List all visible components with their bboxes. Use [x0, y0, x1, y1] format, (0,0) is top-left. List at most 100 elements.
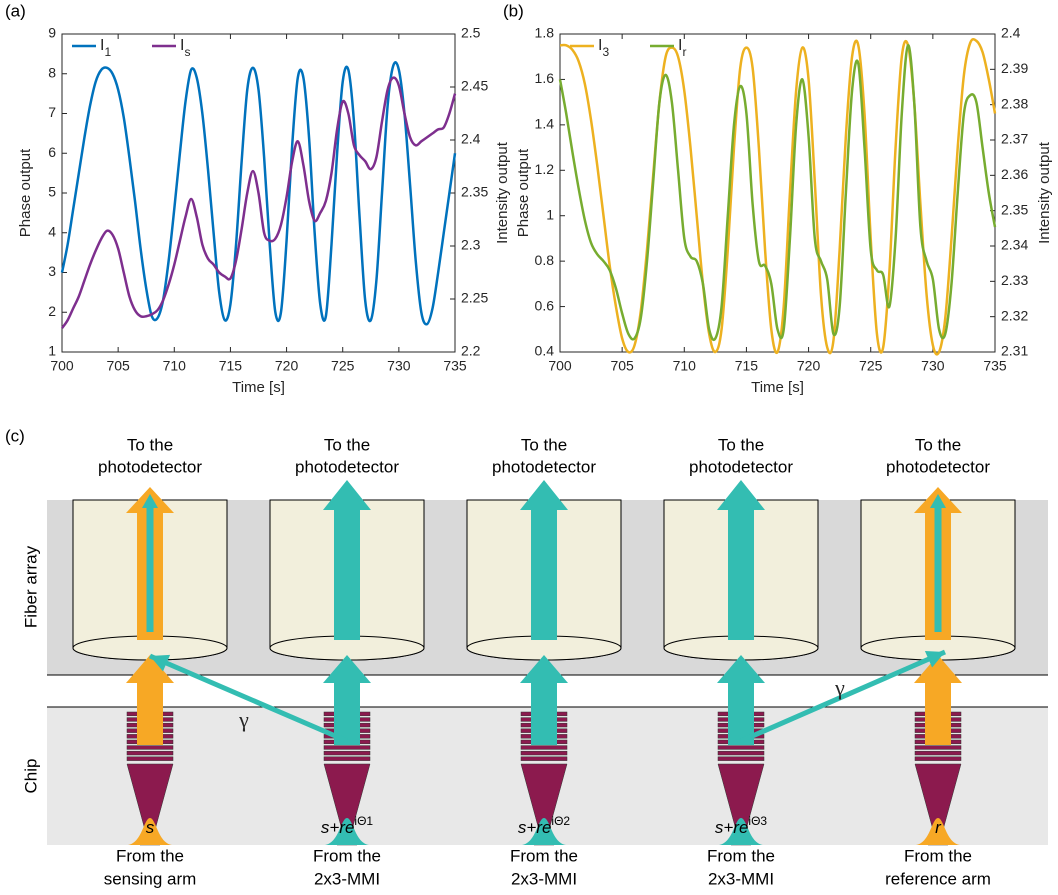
output-label: photodetector [492, 457, 596, 476]
y2-tick-label: 2.5 [461, 25, 481, 41]
y-tick-label: 1.6 [535, 70, 555, 86]
y2-tick-label: 2.25 [461, 290, 488, 306]
grating-tooth [126, 756, 174, 761]
output-label: To the [521, 435, 567, 454]
y2-tick-label: 2.4 [461, 131, 481, 147]
output-label: To the [915, 435, 961, 454]
legend-label: I1 [100, 37, 111, 59]
x-tick-label: 700 [548, 358, 572, 374]
panel-label: (c) [5, 426, 25, 445]
x-tick-label: 735 [443, 358, 467, 374]
y2-tick-label: 2.37 [1001, 131, 1028, 147]
y2-tick-label: 2.35 [1001, 201, 1028, 217]
y-tick-label: 7 [48, 104, 56, 120]
mode-profile [128, 818, 172, 845]
x-tick-label: 730 [921, 358, 945, 374]
x-tick-label: 705 [610, 358, 634, 374]
grating-tooth [717, 745, 765, 750]
grating-tooth [914, 756, 962, 761]
crosstalk-arrow [740, 649, 946, 744]
gamma-label: γ [238, 707, 249, 732]
panel-label: (a) [5, 1, 26, 20]
output-label: photodetector [689, 457, 793, 476]
panel-label: (b) [503, 1, 524, 20]
input-signal-label: s+reiΘ2 [518, 814, 571, 837]
y2-tick-label: 2.3 [461, 237, 481, 253]
x-tick-label: 720 [797, 358, 821, 374]
grating-tooth [126, 750, 174, 756]
y2-tick-label: 2.34 [1001, 237, 1028, 253]
y2-tick-label: 2.32 [1001, 307, 1028, 323]
crosstalk-arrow [149, 653, 348, 744]
y-tick-label: 3 [48, 263, 56, 279]
x-tick-label: 720 [275, 358, 299, 374]
y-tick-label: 1.4 [535, 116, 555, 132]
output-label: photodetector [295, 457, 399, 476]
output-arrow [142, 494, 158, 632]
input-source-label: From the [116, 846, 184, 865]
y-tick-label: 0.4 [535, 343, 555, 359]
y2-tick-label: 2.4 [1001, 25, 1021, 41]
input-source-label: From the [707, 846, 775, 865]
grating-tooth [520, 750, 568, 756]
grating-tooth [914, 750, 962, 756]
y-tick-label: 2 [48, 303, 56, 319]
x-tick-label: 730 [387, 358, 411, 374]
input-signal-label: s+reiΘ3 [715, 814, 768, 837]
coupling-arrow [914, 655, 962, 745]
crosstalk-arrowhead [150, 654, 171, 672]
x-tick-label: 715 [219, 358, 243, 374]
input-signal-phase: iΘ1 [354, 814, 373, 828]
y-tick-label: 1.8 [535, 25, 555, 41]
input-signal-label: r [935, 818, 942, 837]
input-source-label: 2x3-MMI [314, 869, 380, 888]
mode-profile [719, 818, 763, 845]
x-tick-label: 705 [106, 358, 130, 374]
y-tick-label: 8 [48, 64, 56, 80]
input-source-label: From the [904, 846, 972, 865]
output-arrow [520, 480, 568, 640]
x-axis-label: Time [s] [751, 379, 804, 396]
chip-label: Chip [21, 759, 40, 794]
x-tick-label: 700 [50, 358, 74, 374]
y2-axis-label: Intensity output [1036, 141, 1053, 244]
y-tick-label: 4 [48, 223, 56, 239]
mode-profile [522, 818, 566, 845]
output-arrow [717, 480, 765, 640]
grating-tooth [717, 756, 765, 761]
grating-tooth [323, 750, 371, 756]
input-source-label: 2x3-MMI [511, 869, 577, 888]
coupling-arrow [126, 655, 174, 745]
x-tick-label: 710 [163, 358, 187, 374]
y2-tick-label: 2.45 [461, 78, 488, 94]
x-tick-label: 710 [673, 358, 697, 374]
y-tick-label: 1.2 [535, 161, 555, 177]
y2-axis-label: Intensity output [494, 141, 511, 244]
input-signal: s [146, 818, 155, 837]
grating-tooth [323, 745, 371, 750]
y2-tick-label: 2.2 [461, 343, 481, 359]
x-tick-label: 735 [983, 358, 1007, 374]
y-tick-label: 9 [48, 25, 56, 41]
line-series [558, 44, 997, 342]
output-arrow [930, 494, 946, 632]
output-label: To the [718, 435, 764, 454]
y-tick-label: 1 [48, 343, 56, 359]
input-signal: r [935, 818, 942, 837]
y-tick-label: 1 [546, 206, 554, 222]
mode-profile [325, 818, 369, 845]
grating-tooth [520, 756, 568, 761]
output-label: To the [127, 435, 173, 454]
input-source-label: reference arm [885, 869, 991, 888]
y2-tick-label: 2.38 [1001, 95, 1028, 111]
x-tick-label: 715 [735, 358, 759, 374]
input-signal-label: s+reiΘ1 [321, 814, 374, 837]
input-source-label: From the [510, 846, 578, 865]
y2-tick-label: 2.36 [1001, 166, 1028, 182]
legend-label: I3 [598, 37, 609, 59]
y-tick-label: 5 [48, 184, 56, 200]
input-source-label: 2x3-MMI [708, 869, 774, 888]
x-axis-label: Time [s] [232, 379, 285, 396]
y-tick-label: 0.8 [535, 252, 555, 268]
output-label: photodetector [886, 457, 990, 476]
